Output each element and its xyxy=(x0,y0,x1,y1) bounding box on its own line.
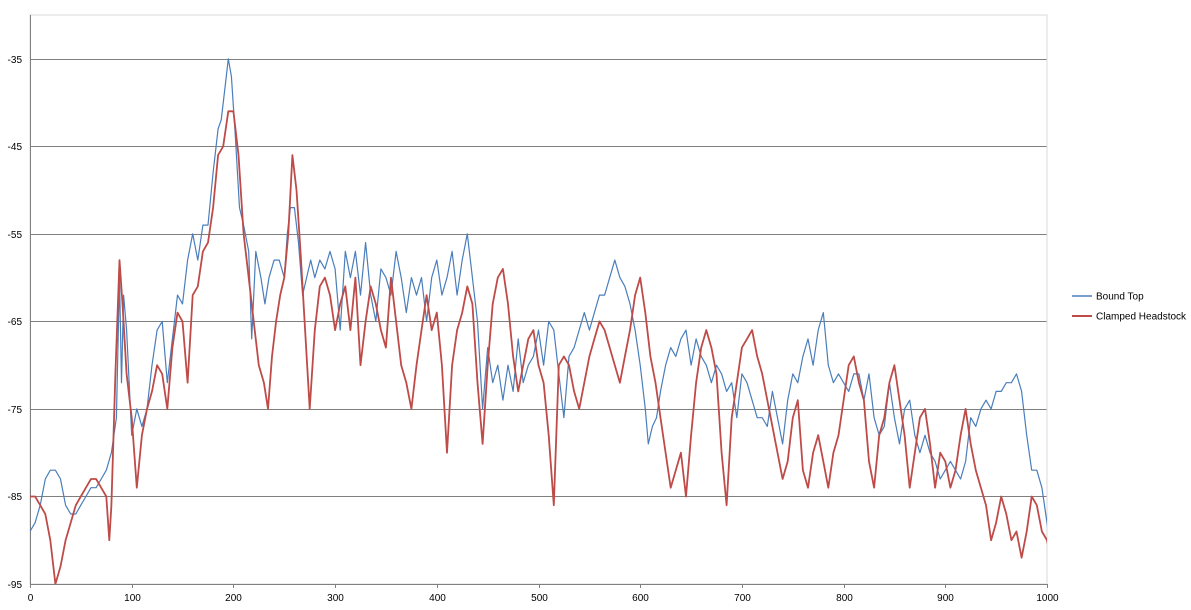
y-tick-label: -45 xyxy=(8,142,23,153)
x-tick-labels: 0 100 200 300 400 500 600 700 800 900 1000 xyxy=(28,593,1059,604)
x-tick-label: 600 xyxy=(632,593,649,604)
x-tick-label: 100 xyxy=(124,593,141,604)
x-tick-label: 0 xyxy=(28,593,34,604)
legend: Bound Top Clamped Headstock xyxy=(1072,292,1187,323)
y-tick-label: -75 xyxy=(8,405,23,416)
y-tick-labels: -35 -45 -55 -65 -75 -85 -95 xyxy=(8,55,23,591)
y-tick-label: -65 xyxy=(8,317,23,328)
x-tick-label: 1000 xyxy=(1036,593,1059,604)
x-tick-label: 700 xyxy=(734,593,751,604)
x-tick-label: 300 xyxy=(327,593,344,604)
series-lines xyxy=(30,58,1047,584)
legend-label: Clamped Headstock xyxy=(1096,312,1187,323)
x-tick-label: 400 xyxy=(429,593,446,604)
y-tick-label: -85 xyxy=(8,492,23,503)
y-tick-label: -35 xyxy=(8,55,23,66)
series-line-1 xyxy=(30,58,1047,532)
series-line-2 xyxy=(30,110,1047,584)
x-tick-label: 500 xyxy=(531,593,548,604)
x-tick-label: 800 xyxy=(836,593,853,604)
x-tick-label: 200 xyxy=(225,593,242,604)
x-tick-label: 900 xyxy=(937,593,954,604)
y-tick-label: -95 xyxy=(8,580,23,591)
y-tick-label: -55 xyxy=(8,230,23,241)
axes xyxy=(29,14,1048,588)
legend-label: Bound Top xyxy=(1096,292,1144,303)
